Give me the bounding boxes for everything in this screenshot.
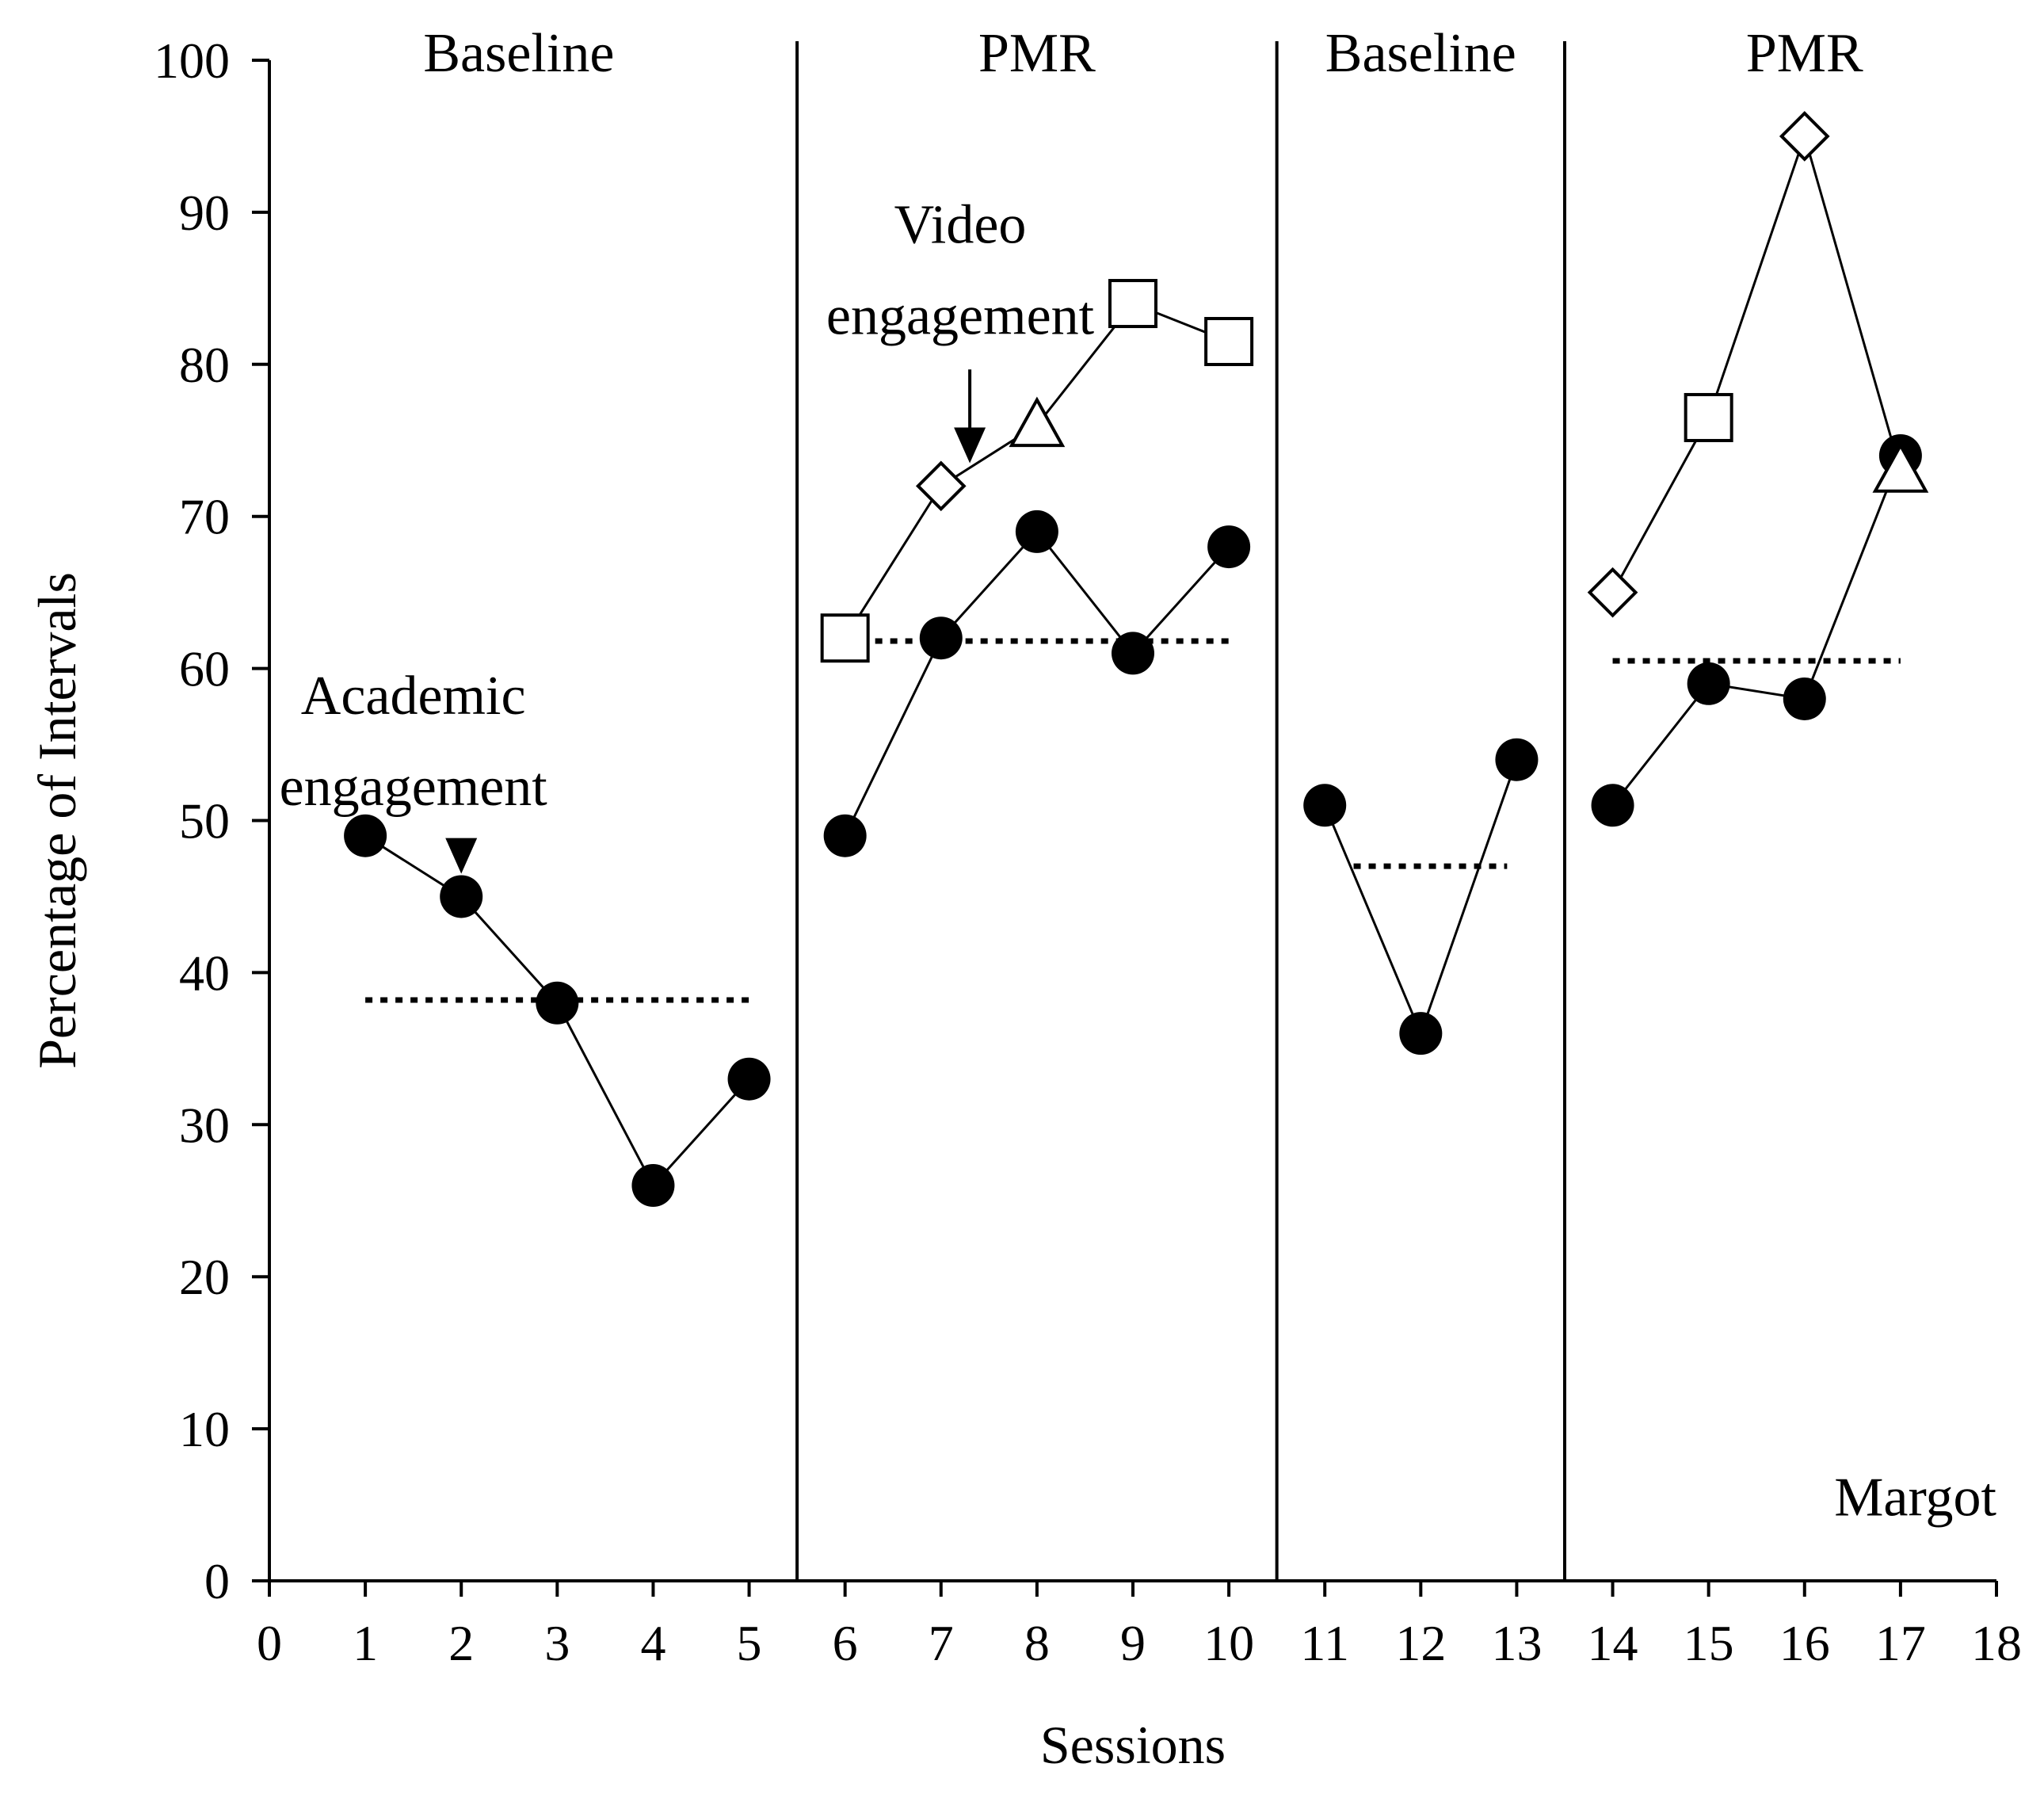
participant-name: Margot [1834, 1467, 1996, 1528]
data-point-circle [1112, 632, 1154, 675]
data-point-circle [1687, 662, 1730, 705]
data-point-circle [823, 814, 867, 857]
data-point-circle [727, 1057, 771, 1101]
data-point-circle [1015, 510, 1058, 553]
data-point-circle [440, 875, 483, 918]
data-point-triangle [1009, 396, 1066, 448]
y-tick-label: 40 [179, 945, 230, 1001]
annotation-text: Video [894, 194, 1027, 255]
series-line [1323, 759, 1518, 1037]
annotation-arrow-head [954, 427, 986, 464]
x-tick-label: 15 [1684, 1615, 1734, 1671]
data-point-circle [1783, 677, 1826, 720]
y-tick-label: 10 [179, 1401, 230, 1457]
x-tick-label: 14 [1588, 1615, 1638, 1671]
x-tick-label: 10 [1203, 1615, 1254, 1671]
data-point-square [1108, 279, 1157, 329]
x-tick-label: 12 [1395, 1615, 1446, 1671]
y-tick-label: 90 [179, 185, 230, 241]
x-tick-label: 16 [1779, 1615, 1830, 1671]
data-point-circle [1591, 784, 1634, 827]
data-point-circle [1207, 525, 1251, 569]
phase-label: Baseline [1325, 23, 1516, 84]
series-line [844, 302, 1230, 639]
x-axis-title: Sessions [1040, 1715, 1226, 1775]
data-point-diamond [915, 460, 967, 512]
x-tick-label: 9 [1120, 1615, 1146, 1671]
y-tick-label: 60 [179, 641, 230, 697]
annotation-text: engagement [826, 285, 1095, 346]
data-point-square [820, 613, 870, 663]
data-point-circle [1303, 784, 1347, 827]
data-point-diamond [1779, 111, 1830, 162]
x-tick-label: 17 [1875, 1615, 1926, 1671]
x-tick-label: 8 [1024, 1615, 1050, 1671]
phase-label: PMR [978, 23, 1096, 84]
x-tick-label: 7 [929, 1615, 954, 1671]
y-tick-label: 70 [179, 489, 230, 545]
x-tick-label: 0 [257, 1615, 282, 1671]
series-line [1611, 455, 1902, 807]
y-tick-label: 0 [204, 1553, 230, 1609]
data-point-square [1204, 317, 1254, 367]
data-point-circle [631, 1164, 675, 1208]
phase-lines: Baseline PMR Baseline PMR [423, 23, 1863, 1581]
data-point-circle [1495, 738, 1539, 781]
series-line [1611, 132, 1902, 594]
x-tick-label: 6 [833, 1615, 858, 1671]
series-line [844, 529, 1230, 837]
y-tick-label: 50 [179, 793, 230, 849]
x-tick-label: 5 [737, 1615, 762, 1671]
data-point-square [1684, 392, 1733, 442]
x-tick-label: 11 [1300, 1615, 1349, 1671]
x-tick-label: 2 [448, 1615, 474, 1671]
phase-label: PMR [1746, 23, 1863, 84]
data-point-circle [536, 981, 579, 1025]
x-tick-label: 1 [353, 1615, 378, 1671]
y-tick-label: 30 [179, 1097, 230, 1153]
annotation-arrow-head [445, 838, 478, 874]
y-tick-label: 80 [179, 337, 230, 393]
x-tick-label: 3 [544, 1615, 570, 1671]
data-point-triangle [1872, 442, 1929, 493]
data-point-circle [344, 814, 387, 857]
x-tick-label: 13 [1491, 1615, 1542, 1671]
annotation-text: Academic [301, 666, 526, 727]
annotations: Academic engagement Video engagement [280, 194, 1095, 874]
annotation-text: engagement [280, 757, 548, 818]
data-point-circle [1399, 1012, 1443, 1055]
phase-mean-lines [365, 638, 1901, 1003]
phase-label: Baseline [423, 23, 614, 84]
x-tick-label: 4 [640, 1615, 665, 1671]
data-series [344, 111, 1929, 1208]
y-tick-label: 100 [154, 32, 230, 89]
data-point-diamond [1587, 567, 1638, 618]
y-tick-label: 20 [179, 1249, 230, 1305]
data-point-circle [919, 616, 963, 660]
x-tick-label: 18 [1971, 1615, 2022, 1671]
y-axis-title: Percentage of Intervals [27, 572, 87, 1069]
